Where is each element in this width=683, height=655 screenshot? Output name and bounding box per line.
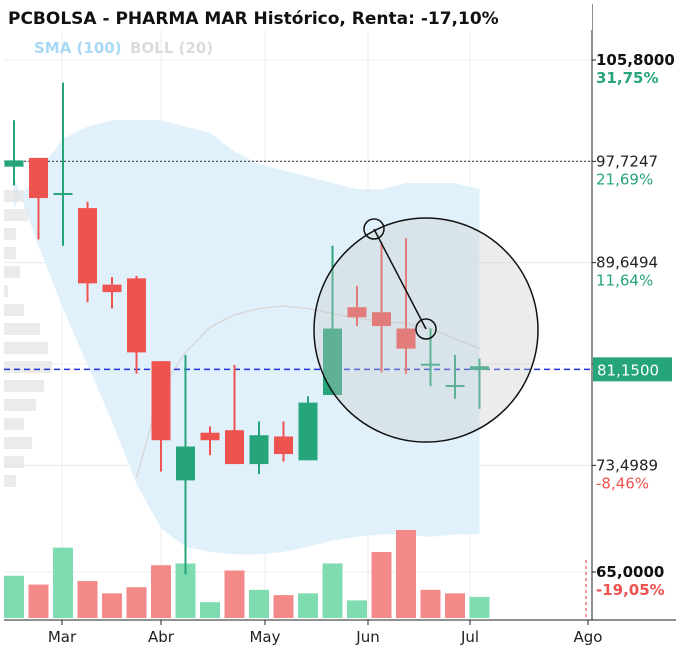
volume-bar	[249, 589, 269, 618]
volume-bar	[420, 589, 441, 618]
volume-profile-bar	[4, 209, 28, 221]
volume-bar	[28, 584, 49, 618]
price-lines	[4, 160, 592, 371]
candle-body	[176, 446, 195, 481]
price-tick-label: 105,8000	[596, 51, 675, 69]
volume-bar	[151, 565, 171, 618]
volume-bar	[200, 602, 220, 618]
current-price-label: 81,1500	[597, 361, 659, 379]
price-tick-percent: -19,05%	[596, 581, 665, 599]
volume-bar	[77, 581, 98, 618]
current-price-badge	[593, 357, 672, 382]
time-tick-label: Jul	[460, 628, 479, 646]
volume-profile-bar	[4, 437, 32, 449]
price-tick-label: 65,0000	[596, 563, 664, 581]
volume-bar	[347, 600, 367, 618]
candle-body	[102, 284, 122, 293]
title-background	[4, 4, 592, 30]
price-tick-label: 89,6494	[596, 254, 658, 272]
volume-bar	[102, 593, 122, 618]
volume-profile-bar	[4, 418, 24, 430]
candle-body	[421, 363, 440, 366]
candle-body	[323, 328, 342, 396]
bollinger-band-area	[14, 120, 480, 555]
legend-sma[interactable]: SMA (100)	[34, 39, 122, 57]
time-axis: Mar Abr May Jun Jul Ago	[4, 619, 676, 646]
time-tick-label: Ago	[574, 628, 603, 646]
volume-profile-bar	[4, 361, 52, 373]
candle-body	[249, 435, 269, 465]
price-tick-label: 97,7247	[596, 152, 658, 170]
price-tick-label: 73,4989	[596, 456, 658, 474]
sma-line	[135, 305, 480, 479]
time-tick-label: Abr	[148, 628, 175, 646]
candle-body	[200, 432, 220, 441]
volume-profile-bar	[4, 190, 24, 202]
price-tick-percent: -8,46%	[596, 474, 649, 492]
candle-body	[347, 307, 367, 318]
candles	[4, 82, 489, 575]
candle-body	[78, 208, 97, 284]
drawing-handle-end	[415, 318, 437, 340]
volume-profile-bar	[4, 456, 24, 468]
time-tick-label: Mar	[48, 628, 77, 646]
volume-profile-bar	[4, 304, 24, 316]
user-drawing[interactable]	[313, 217, 539, 443]
volume-bar	[298, 593, 318, 618]
volume-bar	[371, 552, 392, 618]
volume-profile-bar	[4, 342, 48, 354]
candle-body	[127, 278, 146, 353]
price-tick-percent: 31,75%	[596, 69, 658, 87]
volume-bar	[396, 530, 416, 618]
volume-bar	[53, 547, 73, 618]
price-tick-percent: 21,69%	[596, 170, 653, 188]
candle-body	[445, 385, 465, 388]
volume-profile-bar	[4, 266, 20, 278]
time-tick-label: May	[249, 628, 280, 646]
volume-bar	[126, 587, 147, 618]
candle-body	[470, 366, 489, 370]
chart-title: PCBOLSA - PHARMA MAR Histórico, Renta: -…	[8, 9, 499, 29]
volume-profile-bar	[4, 228, 16, 240]
candle-body	[151, 361, 171, 441]
legend-boll[interactable]: BOLL (20)	[130, 39, 213, 57]
volume-bar	[445, 593, 465, 618]
candle-body	[274, 436, 293, 455]
volume-bar	[273, 595, 294, 618]
volume-bar	[175, 563, 196, 618]
volume-profile-bar	[4, 285, 8, 297]
volume-profile-bar	[4, 323, 40, 335]
candle-body	[225, 430, 244, 465]
candle-body	[372, 312, 391, 327]
time-tick-label: Jun	[355, 628, 379, 646]
volume-bar	[469, 596, 490, 618]
bollinger-band	[14, 120, 480, 555]
volume-profile-bar	[4, 475, 16, 487]
volume-profile	[4, 190, 52, 487]
candle-body	[396, 328, 416, 349]
candle-body	[53, 193, 73, 196]
volume-profile-bar	[4, 247, 16, 259]
volume-bar	[4, 575, 24, 618]
volume-bars	[4, 530, 490, 618]
volume-bar	[322, 563, 343, 618]
volume-profile-bar	[4, 380, 44, 392]
price-tick-percent: 11,64%	[596, 272, 653, 290]
candle-body	[29, 157, 48, 199]
drawing-line	[373, 228, 427, 330]
volume-bar	[224, 570, 245, 618]
candle-body	[298, 402, 318, 461]
drawing-handle-start	[363, 218, 385, 240]
drawing-circle	[313, 217, 539, 443]
volume-profile-bar	[4, 399, 36, 411]
candle-body	[4, 160, 24, 167]
